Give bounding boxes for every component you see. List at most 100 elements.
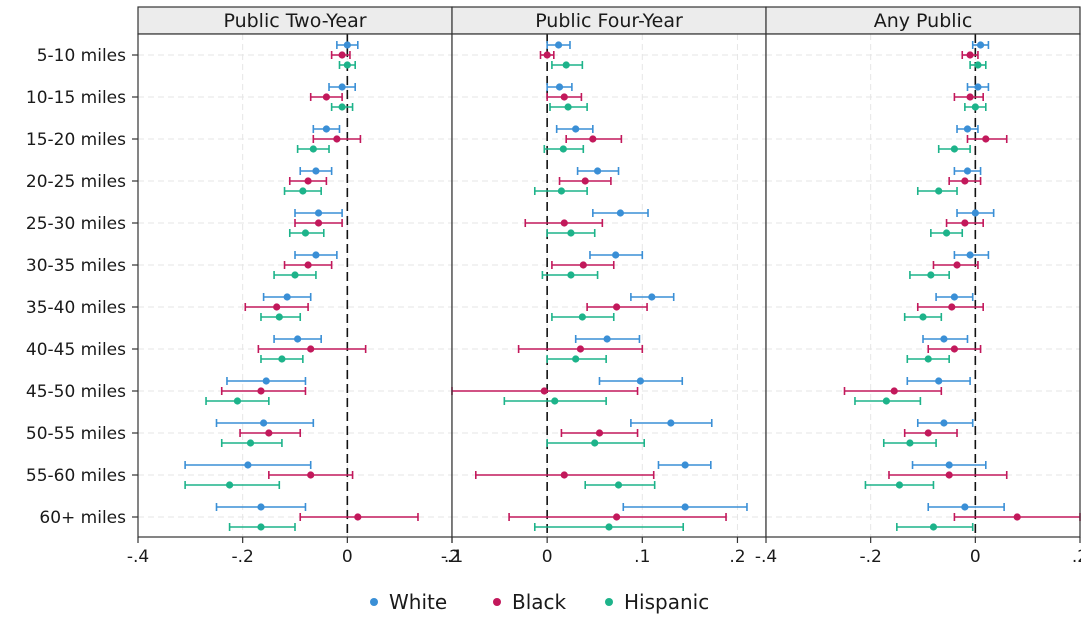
panel-title: Public Two-Year: [223, 10, 366, 32]
point-estimate: [557, 187, 566, 195]
point-estimate: [244, 461, 252, 469]
point-estimate: [314, 209, 323, 217]
point-estimate: [294, 335, 302, 343]
point-estimate: [605, 523, 613, 531]
legend-label: Hispanic: [624, 590, 709, 614]
x-tick-label: -.2: [859, 547, 881, 567]
point-estimate: [275, 313, 283, 321]
row-labels: 5-10 miles 10-15 miles 15-20 miles 20-25 mi…: [26, 46, 138, 528]
series-black: [220, 51, 419, 521]
y-tick-label: 20-25 miles: [26, 172, 126, 192]
legend-item-black: Black: [493, 590, 567, 614]
point-estimate: [924, 355, 932, 363]
point-estimate: [246, 439, 255, 447]
point-estimate: [935, 377, 943, 385]
point-estimate: [648, 293, 656, 301]
point-estimate: [613, 513, 621, 521]
point-estimate: [963, 125, 972, 133]
point-estimate: [895, 481, 904, 489]
point-estimate: [961, 219, 969, 227]
point-estimate: [540, 387, 548, 395]
point-estimate: [591, 439, 599, 447]
point-estimate: [681, 461, 689, 469]
point-estimate: [966, 93, 974, 101]
point-estimate: [309, 145, 317, 153]
point-estimate: [982, 135, 990, 143]
panel-border: [765, 33, 1081, 538]
point-estimate: [567, 229, 575, 237]
point-estimate: [257, 503, 265, 511]
y-tick-label: 50-55 miles: [26, 424, 126, 444]
point-estimate: [262, 377, 270, 385]
point-estimate: [906, 439, 914, 447]
x-tick-label: -.1: [441, 547, 463, 567]
point-estimate: [560, 471, 568, 479]
point-estimate: [299, 187, 307, 195]
point-estimate: [578, 313, 586, 321]
series-black: [451, 51, 727, 521]
point-estimate: [971, 103, 979, 111]
series-hispanic: [184, 61, 356, 531]
point-estimate: [576, 345, 585, 353]
y-tick-label: 15-20 miles: [26, 130, 126, 150]
point-estimate: [564, 103, 572, 111]
x-tick-label: -.4: [127, 547, 149, 567]
point-estimate: [945, 461, 953, 469]
point-estimate: [961, 177, 969, 185]
point-estimate: [338, 103, 346, 111]
legend: White Black Hispanic: [370, 590, 709, 614]
point-estimate: [950, 293, 959, 301]
x-tick-label: 0: [970, 547, 981, 567]
point-estimate: [950, 145, 959, 153]
panel-title: Any Public: [874, 10, 973, 32]
point-estimate: [273, 303, 281, 311]
panel-title: Public Four-Year: [535, 10, 683, 32]
x-tick-label: 0: [342, 547, 353, 567]
point-estimate: [963, 167, 972, 175]
point-estimate: [927, 271, 935, 279]
point-estimate: [543, 51, 551, 59]
point-estimate: [304, 177, 312, 185]
point-estimate: [953, 261, 961, 269]
series-white: [546, 41, 748, 511]
point-estimate: [314, 219, 323, 227]
x-tick-label: .2: [444, 547, 460, 567]
point-estimate: [555, 83, 564, 91]
y-tick-label: 25-30 miles: [26, 214, 126, 234]
legend-marker: [370, 598, 378, 606]
point-estimate: [974, 83, 982, 91]
point-estimate: [307, 345, 315, 353]
point-estimate: [940, 335, 948, 343]
panel-2: Any Public -.4 -.2 0 .2: [755, 6, 1081, 567]
point-estimate: [338, 51, 346, 59]
series-black: [843, 51, 1081, 521]
series-white: [184, 41, 359, 511]
point-estimate: [581, 177, 589, 185]
point-estimate: [572, 355, 580, 363]
point-estimate: [354, 513, 362, 521]
point-estimate: [950, 345, 959, 353]
legend-item-white: White: [370, 590, 447, 614]
point-estimate: [567, 271, 575, 279]
x-tick-label: .2: [729, 547, 745, 567]
x-tick-label: 0: [542, 547, 553, 567]
point-estimate: [613, 303, 621, 311]
y-tick-label: 60+ miles: [39, 508, 126, 528]
y-tick-label: 10-15 miles: [26, 88, 126, 108]
point-estimate: [257, 387, 265, 395]
x-tick-label: .1: [634, 547, 650, 567]
point-estimate: [882, 397, 890, 405]
legend-marker: [493, 598, 501, 606]
point-estimate: [612, 251, 620, 259]
point-estimate: [579, 261, 587, 269]
y-tick-label: 5-10 miles: [37, 46, 126, 66]
point-estimate: [616, 209, 625, 217]
point-estimate: [924, 429, 932, 437]
y-tick-label: 40-45 miles: [26, 340, 126, 360]
point-estimate: [307, 471, 315, 479]
point-estimate: [291, 271, 299, 279]
panel-1: Public Four-Year -.1 0 .1 .2: [441, 6, 767, 567]
y-tick-label: 30-35 miles: [26, 256, 126, 276]
point-estimate: [551, 397, 559, 405]
point-estimate: [929, 523, 938, 531]
